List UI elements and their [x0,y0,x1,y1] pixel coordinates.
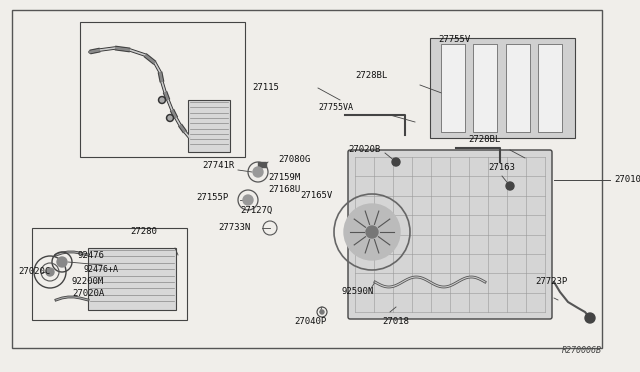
Text: 27155P: 27155P [196,193,228,202]
Bar [32,228,187,320]
Text: 27165V: 27165V [300,192,332,201]
Text: 27040P: 27040P [294,317,326,327]
Text: 2728BL: 2728BL [355,71,387,80]
Text: 27168U: 27168U [268,186,300,195]
Text: 27163: 27163 [488,164,515,173]
Bar [430,38,575,138]
Text: 27020C: 27020C [18,267,51,276]
Text: 27080G: 27080G [278,155,310,164]
Text: 27127Q: 27127Q [240,205,272,215]
Text: 27020A: 27020A [72,289,104,298]
Circle shape [243,195,253,205]
Bar [88,248,176,310]
Circle shape [159,96,166,103]
Text: 27115: 27115 [252,83,279,93]
Text: 27020B: 27020B [348,145,380,154]
Circle shape [46,268,54,276]
Text: 27733N: 27733N [218,224,250,232]
Text: 92476+A: 92476+A [84,266,119,275]
Text: 27755VA: 27755VA [318,103,353,112]
Circle shape [320,310,324,314]
Circle shape [160,98,164,102]
Bar [188,100,230,152]
Text: 27741R: 27741R [202,160,234,170]
Circle shape [57,257,67,267]
Text: 92590N: 92590N [342,288,374,296]
Text: 92476: 92476 [78,251,105,260]
Circle shape [166,115,173,122]
Circle shape [506,182,514,190]
Bar [473,44,497,132]
FancyBboxPatch shape [348,150,552,319]
Text: 27755V: 27755V [438,35,470,45]
Text: 2728BL: 2728BL [468,135,500,144]
Text: 27280: 27280 [130,228,157,237]
Circle shape [585,313,595,323]
Text: 27159M: 27159M [268,173,300,183]
Circle shape [392,158,400,166]
Bar [258,162,266,167]
Circle shape [253,167,263,177]
Text: 27018: 27018 [382,317,409,327]
Bar [80,22,245,157]
Text: 92200M: 92200M [72,278,104,286]
Circle shape [168,116,172,120]
Circle shape [344,204,400,260]
Bar [441,44,465,132]
Text: R270006B: R270006B [562,346,602,355]
Circle shape [366,226,378,238]
Text: 27723P: 27723P [535,278,567,286]
Text: 27010: 27010 [614,176,640,185]
Bar [538,44,562,132]
Bar [506,44,529,132]
